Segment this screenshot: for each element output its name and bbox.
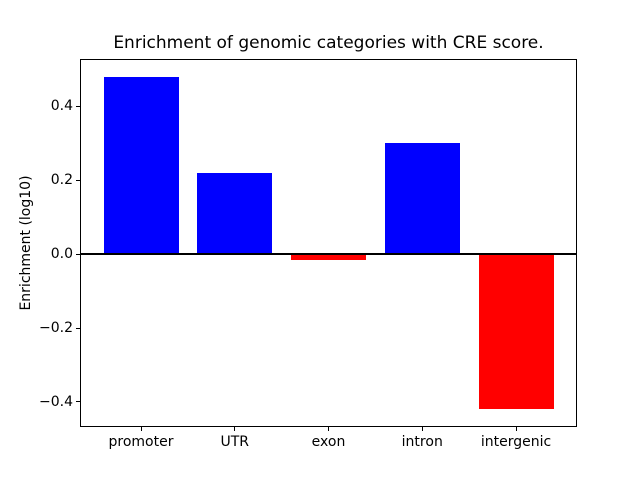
bar-intron (384, 143, 460, 255)
x-tick-label-promoter: promoter (108, 434, 174, 450)
y-tick-mark (76, 179, 80, 181)
x-tick-label-intron: intron (401, 434, 443, 450)
y-tick-label: 0.4 (50, 98, 73, 115)
x-tick-mark (515, 427, 517, 431)
x-tick-label-exon: exon (311, 434, 346, 450)
bar-exon (291, 254, 366, 260)
x-tick-label-UTR: UTR (220, 434, 250, 450)
y-tick-label: −0.4 (39, 393, 73, 410)
y-tick-label: −0.2 (39, 320, 73, 337)
y-axis-label: Enrichment (log10) (18, 175, 34, 311)
y-tick-mark (76, 253, 80, 255)
x-tick-mark (234, 427, 236, 431)
bar-intergenic (478, 254, 554, 410)
bar-UTR (197, 172, 273, 255)
y-tick-label: 0.0 (50, 246, 73, 263)
y-tick-mark (76, 401, 80, 403)
x-tick-label-intergenic: intergenic (480, 434, 552, 450)
x-tick-mark (328, 427, 329, 431)
chart-title: Enrichment of genomic categories with CR… (113, 33, 544, 53)
bar-promoter (103, 76, 179, 255)
y-tick-label: 0.2 (50, 172, 73, 189)
x-tick-mark (140, 427, 142, 431)
x-tick-mark (421, 427, 423, 431)
plot-area (80, 59, 577, 427)
zero-line (81, 253, 576, 256)
y-tick-mark (76, 327, 80, 329)
y-tick-mark (76, 105, 80, 107)
